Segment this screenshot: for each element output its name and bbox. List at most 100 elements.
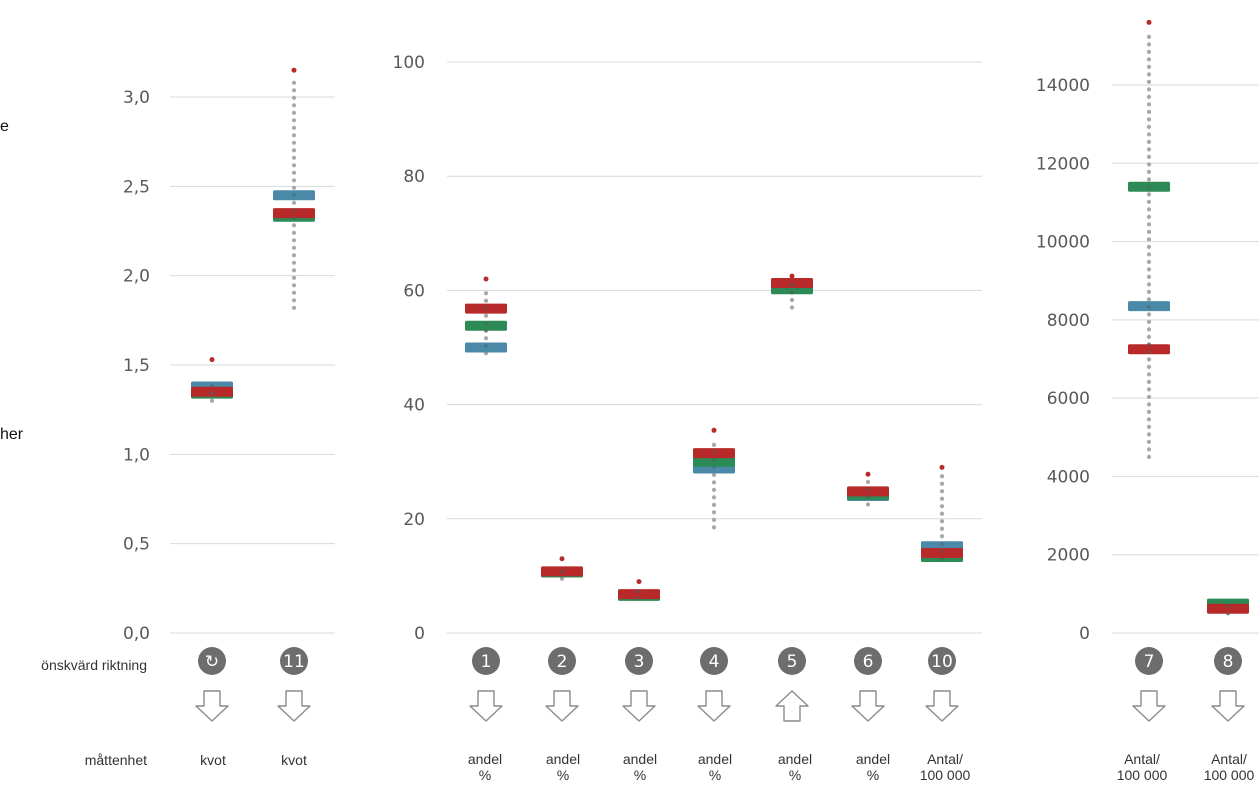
distribution-dot	[789, 305, 795, 310]
unit-line-1: andel	[855, 751, 891, 767]
max-value-dot	[711, 427, 717, 433]
indicator-number-3: 3	[634, 652, 645, 672]
distribution-dot	[291, 305, 297, 310]
distribution-dot	[291, 170, 297, 175]
distribution-dot	[1146, 139, 1152, 144]
max-value-dot	[1146, 19, 1152, 25]
distribution-dot	[1146, 102, 1152, 107]
distribution-dot-overlay	[712, 458, 716, 462]
distribution-dot	[939, 474, 945, 479]
distribution-dot	[1146, 394, 1152, 399]
distribution-dot	[939, 481, 945, 486]
unit-line-1: andel	[545, 751, 581, 767]
distribution-dot-overlay	[292, 193, 296, 197]
distribution-dot	[939, 511, 945, 516]
red-marker	[1207, 603, 1249, 614]
distribution-dot	[1146, 162, 1152, 167]
y-tick-label: 12000	[1036, 154, 1090, 174]
y-tick-label: 6000	[1047, 389, 1090, 409]
distribution-dot	[291, 140, 297, 145]
arrow-down-icon	[1132, 690, 1166, 722]
unit-label-10: Antal/100 000	[915, 751, 975, 783]
distribution-dot	[1146, 454, 1152, 459]
distribution-dot	[1146, 147, 1152, 152]
distribution-dot	[711, 487, 717, 492]
indicator-number-11: 11	[283, 652, 305, 672]
red-marker	[1128, 344, 1170, 355]
distribution-dot	[1146, 169, 1152, 174]
max-value-dot	[636, 579, 642, 585]
red-marker	[847, 486, 889, 497]
unit-label-9: kvot	[200, 752, 226, 768]
distribution-dot-overlay	[637, 597, 641, 601]
distribution-dot-overlay	[940, 549, 944, 553]
distribution-dot	[711, 502, 717, 507]
distribution-dot	[939, 519, 945, 524]
unit-label-11: kvot	[281, 752, 307, 768]
distribution-dot	[1146, 237, 1152, 242]
distribution-dot	[1146, 447, 1152, 452]
unit-line-1: Antal/	[1211, 751, 1247, 767]
distribution-dot	[939, 526, 945, 531]
distribution-dot	[1146, 34, 1152, 39]
arrow-down-icon	[277, 690, 311, 722]
distribution-dot	[291, 185, 297, 190]
y-tick-label: 3,0	[123, 88, 150, 108]
distribution-dot	[1146, 199, 1152, 204]
distribution-dot	[209, 398, 215, 403]
distribution-dot	[1146, 297, 1152, 302]
distribution-dot	[291, 200, 297, 205]
y-tick-label: 10000	[1036, 233, 1090, 253]
max-value-dot	[209, 357, 215, 363]
distribution-dot	[291, 125, 297, 130]
indicator-badge-11	[280, 647, 308, 675]
unit-label-4: andel%	[685, 751, 745, 783]
distribution-dot	[1146, 244, 1152, 249]
indicator-number-2: 2	[557, 652, 568, 672]
distribution-dot	[291, 245, 297, 250]
distribution-dot-overlay	[866, 487, 870, 492]
unit-line-2: %	[788, 767, 802, 783]
max-value-dot	[865, 471, 871, 477]
unit-line-1: andel	[777, 751, 813, 767]
max-value-dot	[483, 276, 489, 282]
unit-label-1: andel%	[455, 751, 515, 783]
direction-row-label: önskvärd riktning	[41, 657, 147, 673]
distribution-dot	[291, 155, 297, 160]
indicator-number-6: 6	[863, 652, 874, 672]
unit-label-8: Antal/100 000	[1199, 751, 1259, 783]
unit-line-1: andel	[697, 751, 733, 767]
y-tick-label: 2,0	[123, 267, 150, 287]
y-tick-label: 100	[393, 53, 425, 73]
distribution-dot	[1146, 87, 1152, 92]
indicator-badge-10	[928, 647, 956, 675]
distribution-dot	[483, 298, 489, 303]
distribution-dot-overlay	[1147, 350, 1151, 354]
distribution-dot-overlay	[484, 344, 488, 348]
distribution-dot	[291, 163, 297, 168]
distribution-dot	[291, 133, 297, 138]
distribution-dot	[1146, 424, 1152, 429]
distribution-dot	[1146, 402, 1152, 407]
distribution-dot	[1146, 154, 1152, 159]
arrow-down-icon	[195, 690, 229, 722]
distribution-dot	[291, 298, 297, 303]
indicator-badge-4	[700, 647, 728, 675]
distribution-dot	[865, 479, 871, 485]
distribution-dot	[865, 502, 871, 507]
distribution-dot-overlay	[1226, 611, 1230, 616]
distribution-dot	[711, 442, 717, 447]
distribution-dot-overlay	[1147, 305, 1151, 309]
distribution-dot	[1146, 312, 1152, 317]
unit-label-3: andel%	[610, 751, 670, 783]
distribution-dot	[291, 223, 297, 228]
unit-line-2: %	[708, 767, 722, 783]
distribution-dot	[1146, 417, 1152, 422]
indicator-number-4: 4	[709, 652, 720, 672]
green-marker	[693, 456, 735, 467]
distribution-dot-overlay	[1147, 185, 1151, 189]
cut-off-text-top: e	[0, 118, 9, 135]
distribution-dot	[1146, 229, 1152, 234]
max-value-dot	[559, 556, 565, 562]
